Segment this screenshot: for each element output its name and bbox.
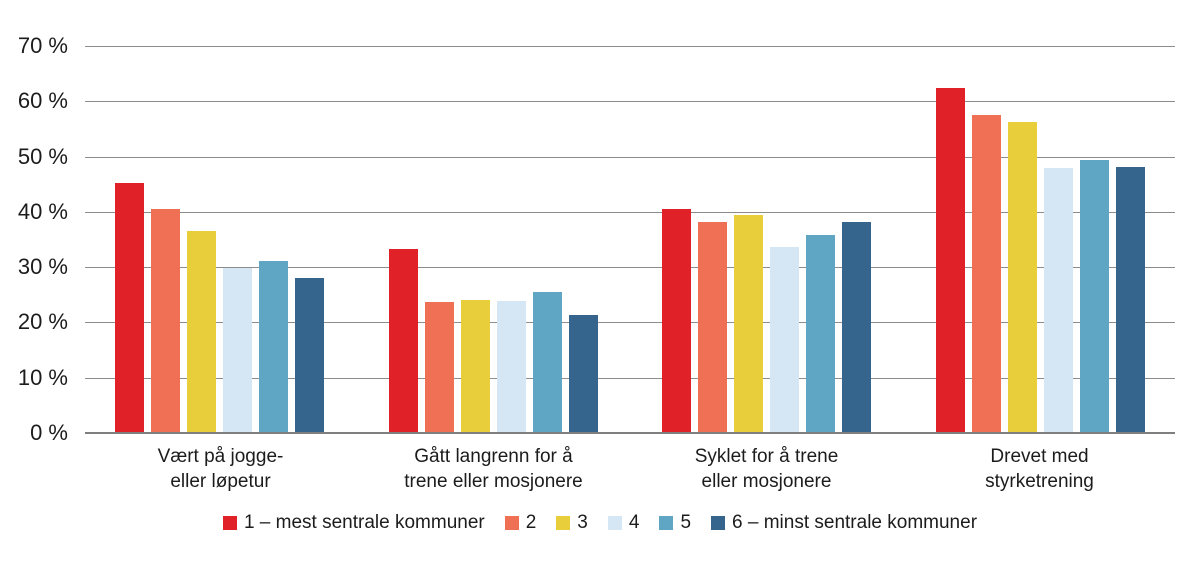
bar <box>223 267 252 433</box>
bar <box>388 249 418 433</box>
bar <box>734 215 764 433</box>
y-tick-label: 40 % <box>17 198 68 224</box>
category-label: Vært på jogge- eller løpetur <box>157 446 284 492</box>
bar-group <box>935 46 1145 433</box>
gridline <box>85 101 1175 103</box>
bar <box>806 234 836 433</box>
y-tick-label: 50 % <box>17 143 68 169</box>
bar <box>424 301 454 433</box>
gridline <box>85 377 1175 379</box>
y-tick-label: 30 % <box>17 254 68 280</box>
bar <box>971 114 1001 433</box>
legend-item: 2 <box>504 512 537 534</box>
legend-label: 2 <box>525 512 537 533</box>
y-tick-label: 10 % <box>17 364 68 390</box>
bar <box>259 260 288 433</box>
legend-swatch <box>711 516 726 530</box>
y-tick-label: 20 % <box>17 309 68 335</box>
legend-item: 6 – minst sentrale kommuner <box>711 512 977 534</box>
gridline <box>85 46 1175 47</box>
legend-item: 3 <box>556 512 588 534</box>
bar <box>1115 166 1145 433</box>
plot-area <box>85 46 1175 434</box>
gridline <box>85 211 1175 213</box>
legend-item: 5 <box>659 512 691 534</box>
category-label: Gått langrenn for å trene eller mosjoner… <box>404 446 583 492</box>
legend-item: 4 <box>607 512 640 534</box>
bar <box>295 277 324 433</box>
legend-label: 1 – mest sentrale kommuner <box>243 512 485 533</box>
gridline <box>85 267 1175 269</box>
bar <box>1079 160 1109 433</box>
bar <box>698 222 728 433</box>
bar <box>568 315 598 433</box>
legend-item: 1 – mest sentrale kommuner <box>222 512 485 534</box>
bar <box>935 88 965 433</box>
legend-label: 5 <box>680 512 692 533</box>
legend-label: 6 – minst sentrale kommuner <box>732 512 978 533</box>
legend-label: 3 <box>577 512 588 533</box>
legend: 1 – mest sentrale kommuner 2 3 4 5 6 – minst … <box>0 512 1200 534</box>
bar <box>842 221 872 433</box>
bar <box>1043 168 1073 433</box>
legend-swatch <box>556 516 571 530</box>
bar <box>496 300 526 433</box>
bar-group <box>388 46 598 433</box>
bar <box>151 209 180 433</box>
legend-swatch <box>659 516 674 530</box>
bar <box>532 292 562 433</box>
category-label: Syklet for å trene eller mosjonere <box>694 446 839 492</box>
bar <box>770 247 800 433</box>
legend-label: 4 <box>628 512 640 533</box>
legend-swatch <box>607 516 622 530</box>
bar <box>115 182 144 433</box>
y-tick-label: 0 % <box>30 420 68 445</box>
bar <box>1007 122 1037 433</box>
bars-row <box>85 46 1175 433</box>
category-label: Drevet med styrketrening <box>985 446 1094 492</box>
bar-group <box>662 46 872 433</box>
bar-group <box>115 46 324 433</box>
y-tick-label: 70 % <box>17 33 68 58</box>
bar <box>187 230 216 433</box>
category-labels: Vært på jogge- eller løpetur Gått langren… <box>85 444 1175 494</box>
x-axis-line <box>85 432 1175 434</box>
bar <box>460 299 490 433</box>
legend-swatch <box>222 516 237 530</box>
legend-swatch <box>504 516 519 530</box>
bar <box>662 208 692 433</box>
gridline <box>85 156 1175 158</box>
y-tick-label: 60 % <box>17 88 68 114</box>
gridline <box>85 322 1175 324</box>
y-axis: 0 % 10 % 20 % 30 % 40 % 50 % 60 % 70 % <box>0 33 68 445</box>
